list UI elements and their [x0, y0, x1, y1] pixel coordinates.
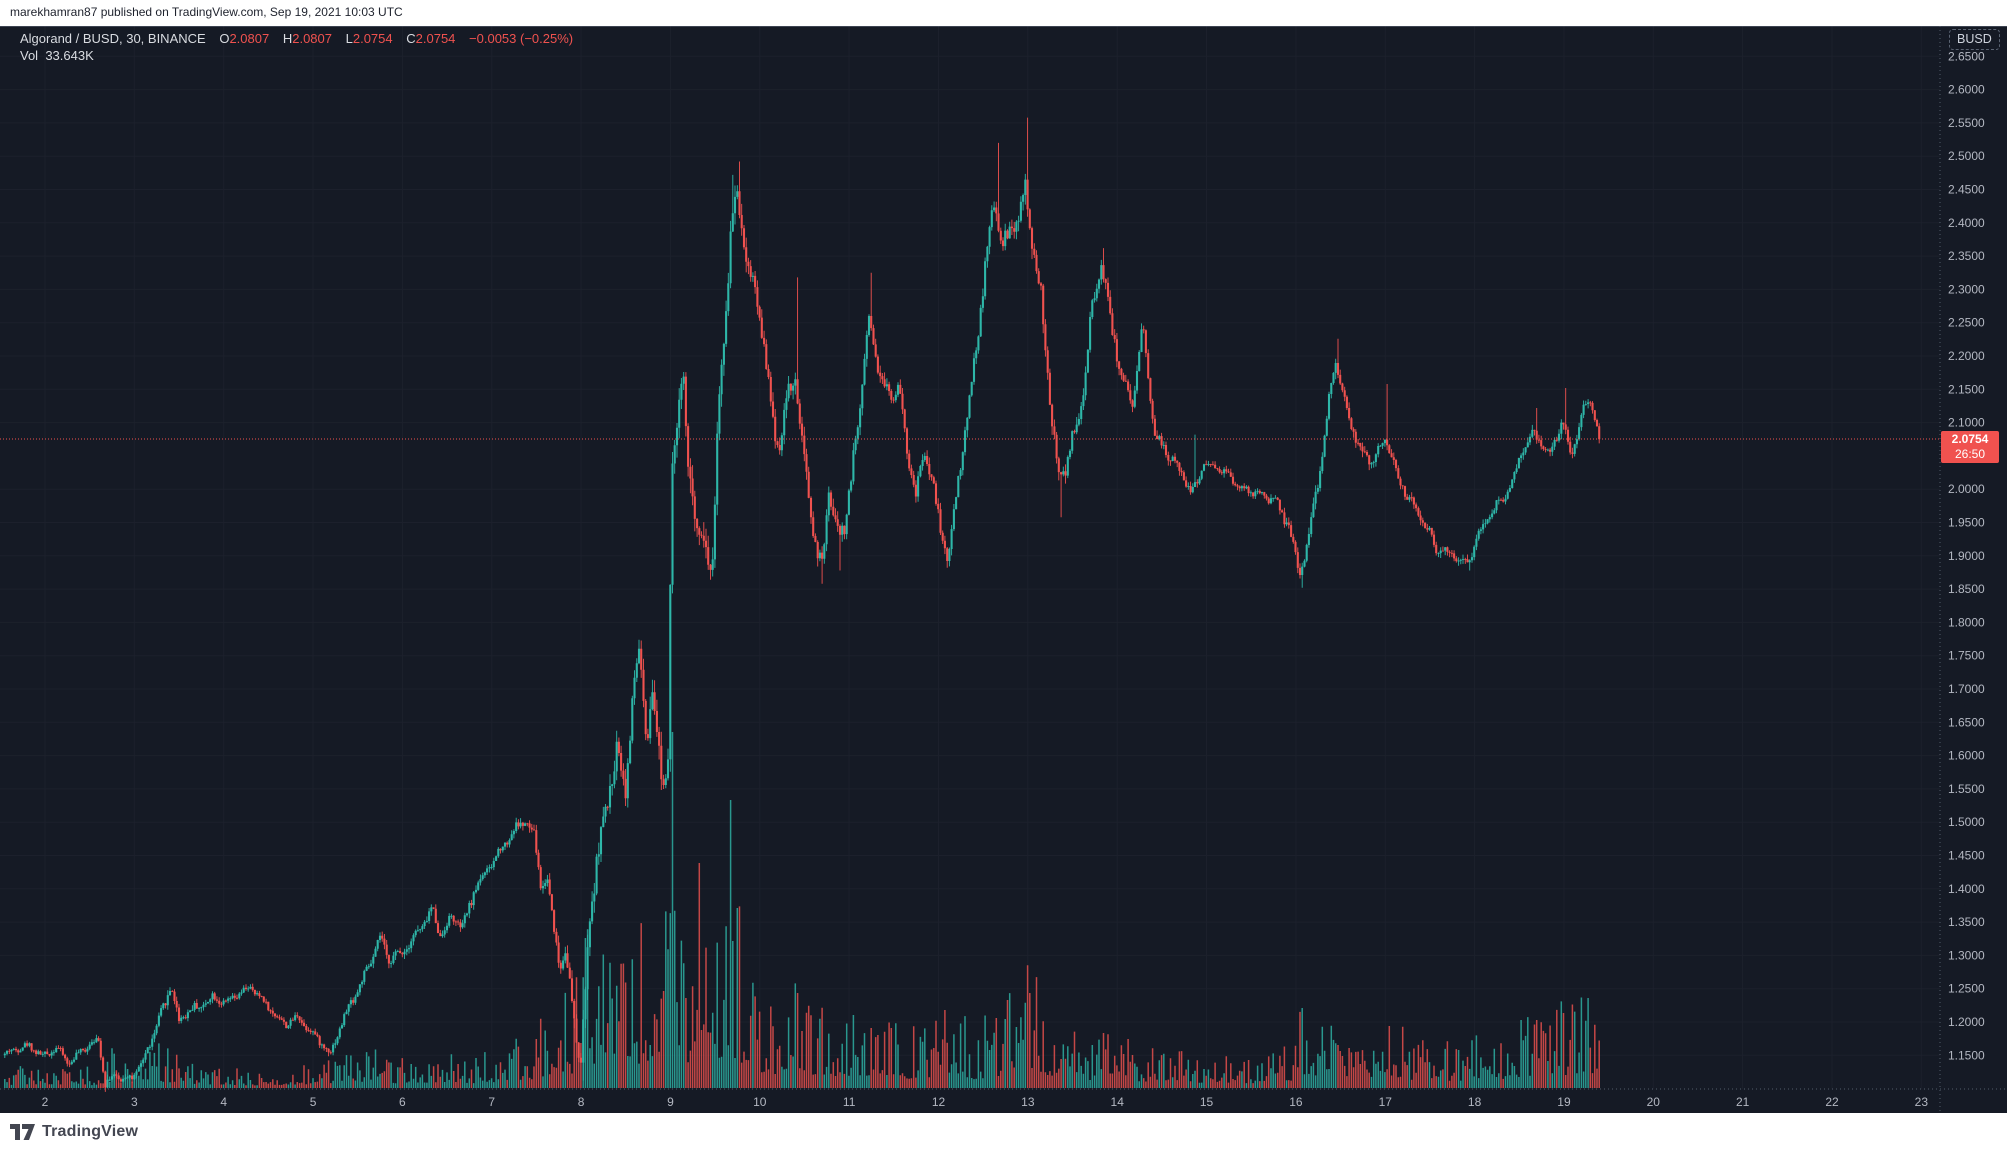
legend-open-value: 2.0807	[229, 31, 270, 46]
price-tick-label[interactable]: 1.7000	[1948, 682, 1985, 696]
price-tick-label[interactable]: 1.4000	[1948, 882, 1985, 896]
price-tick-label[interactable]: 2.6500	[1948, 49, 1985, 63]
price-tick-label[interactable]: 1.5500	[1948, 782, 1985, 796]
price-tick-label[interactable]: 2.5000	[1948, 149, 1985, 163]
legend-symbol: Algorand / BUSD, 30, BINANCE	[20, 31, 206, 46]
price-tick-label[interactable]: 1.3500	[1948, 915, 1985, 929]
legend-high-label: H	[282, 31, 293, 46]
price-tick-label[interactable]: 1.2500	[1948, 982, 1985, 996]
time-tick-label[interactable]: 11	[843, 1095, 856, 1109]
price-tick-label[interactable]: 1.7500	[1948, 649, 1985, 663]
time-tick-label[interactable]: 3	[131, 1095, 138, 1109]
legend-low-value: 2.0754	[352, 31, 393, 46]
legend-change: −0.0053 (−0.25%)	[469, 31, 574, 46]
time-tick-label[interactable]: 5	[310, 1095, 317, 1109]
last-price-value: 2.0754	[1951, 432, 1989, 446]
price-tick-label[interactable]: 1.8500	[1948, 582, 1985, 596]
price-tick-label[interactable]: 1.2000	[1948, 1015, 1985, 1029]
volume-bars-up	[4, 732, 1589, 1088]
tradingview-logo-text: TradingView	[42, 1123, 139, 1140]
time-tick-label[interactable]: 10	[753, 1095, 767, 1109]
grid-lines	[0, 26, 1940, 1089]
price-tick-label[interactable]: 1.9000	[1948, 549, 1985, 563]
candle-wicks-up	[4, 173, 1589, 1089]
price-tick-label[interactable]: 1.4500	[1948, 849, 1985, 863]
bar-countdown: 26:50	[1954, 447, 1986, 461]
footer-bar: TradingView	[0, 1113, 2007, 1151]
chart-background	[0, 26, 2007, 1113]
time-tick-label[interactable]: 23	[1915, 1095, 1929, 1109]
time-tick-label[interactable]: 2	[42, 1095, 49, 1109]
volume-value: 33.643K	[45, 48, 94, 63]
price-tick-label[interactable]: 1.9500	[1948, 516, 1985, 530]
symbol-legend: Algorand / BUSD, 30, BINANCE O2.0807 H2.…	[20, 31, 573, 46]
candle-bodies-down	[8, 179, 1601, 1088]
price-tick-label[interactable]: 2.1000	[1948, 416, 1985, 430]
tradingview-logo[interactable]: TradingView	[10, 1122, 138, 1142]
price-tick-label[interactable]: 1.3000	[1948, 948, 1985, 962]
price-tick-label[interactable]: 1.6500	[1948, 715, 1985, 729]
time-tick-label[interactable]: 19	[1557, 1095, 1571, 1109]
price-tick-label[interactable]: 1.6000	[1948, 749, 1985, 763]
volume-bars-down	[8, 863, 1600, 1088]
legend-open-label: O	[219, 31, 230, 46]
volume-legend: Vol 33.643K	[20, 48, 94, 63]
price-tick-label[interactable]: 2.2000	[1948, 349, 1985, 363]
price-tick-label[interactable]: 2.0000	[1948, 482, 1985, 496]
time-tick-label[interactable]: 17	[1379, 1095, 1393, 1109]
candle-bodies-up	[3, 179, 1590, 1088]
time-tick-label[interactable]: 13	[1021, 1095, 1035, 1109]
volume-label: Vol	[20, 48, 39, 63]
time-tick-label[interactable]: 14	[1111, 1095, 1125, 1109]
legend-low-label: L	[345, 31, 353, 46]
time-tick-label[interactable]: 21	[1736, 1095, 1750, 1109]
time-tick-label[interactable]: 20	[1647, 1095, 1661, 1109]
time-tick-label[interactable]: 9	[667, 1095, 674, 1109]
time-tick-label[interactable]: 12	[932, 1095, 946, 1109]
price-tick-label[interactable]: 2.3500	[1948, 249, 1985, 263]
publish-bar-text: marekhamran87 published on TradingView.c…	[10, 5, 403, 19]
price-tick-label[interactable]: 2.4000	[1948, 216, 1985, 230]
time-tick-label[interactable]: 4	[220, 1095, 227, 1109]
price-tick-label[interactable]: 2.4500	[1948, 183, 1985, 197]
last-price-tag: 2.0754 26:50	[1941, 431, 1999, 463]
legend-close-value: 2.0754	[415, 31, 456, 46]
time-tick-label[interactable]: 16	[1289, 1095, 1303, 1109]
price-tick-label[interactable]: 1.5000	[1948, 815, 1985, 829]
publish-bar: marekhamran87 published on TradingView.c…	[0, 0, 2007, 26]
candle-wicks-down	[8, 117, 1600, 1092]
price-tick-label[interactable]: 2.2500	[1948, 316, 1985, 330]
price-tick-label[interactable]: 2.1500	[1948, 382, 1985, 396]
time-tick-label[interactable]: 8	[578, 1095, 585, 1109]
time-tick-label[interactable]: 6	[399, 1095, 406, 1109]
currency-toggle-button[interactable]: BUSD	[1949, 29, 2000, 50]
price-tick-label[interactable]: 1.1500	[1948, 1048, 1985, 1062]
time-tick-label[interactable]: 18	[1468, 1095, 1482, 1109]
time-tick-label[interactable]: 15	[1200, 1095, 1214, 1109]
time-tick-label[interactable]: 22	[1825, 1095, 1839, 1109]
price-tick-label[interactable]: 2.5500	[1948, 116, 1985, 130]
price-tick-label[interactable]: 2.3000	[1948, 282, 1985, 296]
legend-close-label: C	[406, 31, 416, 46]
price-tick-label[interactable]: 2.6000	[1948, 83, 1985, 97]
legend-high-value: 2.0807	[292, 31, 332, 46]
time-tick-label[interactable]: 7	[488, 1095, 495, 1109]
tradingview-logo-icon	[10, 1124, 35, 1140]
price-tick-label[interactable]: 1.8000	[1948, 615, 1985, 629]
